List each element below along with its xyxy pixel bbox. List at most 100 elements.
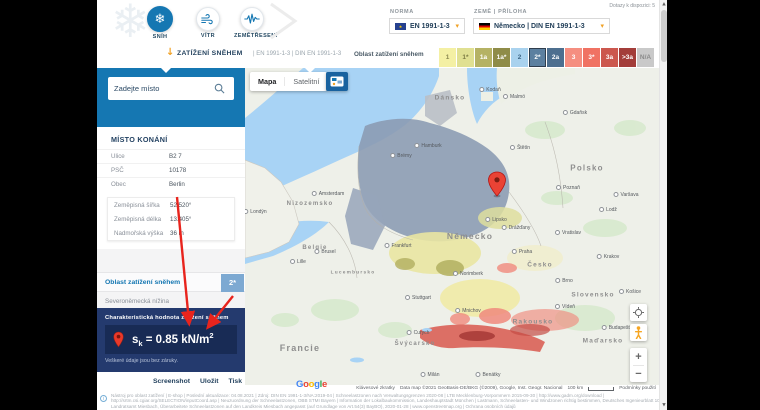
zone-button-2[interactable]: 2 (511, 48, 528, 67)
map-label-city: Štětín (510, 145, 530, 151)
queries-available-text: Dotazy k dispozici: 5 (609, 3, 655, 9)
zone-region-name: Severoněmecká nížina (105, 298, 170, 305)
map-label-city: Curych (407, 330, 430, 336)
info-icon: i (100, 395, 107, 402)
tab-wind[interactable]: VÍTR (193, 7, 223, 39)
divider (633, 364, 644, 366)
tab-snow[interactable]: ❄ SNÍH (145, 6, 175, 40)
map-label-country: Slovensko (571, 291, 615, 299)
formula-symbol: s (132, 333, 139, 346)
field-value: B2 7 (169, 153, 182, 160)
snow-load-bar: ↓ ZATÍŽENÍ SNĚHEM | EN 1991-1-3 | DIN EN… (97, 42, 667, 68)
norm-dropdown[interactable]: ★ EN 1991-1-3 ▾ (389, 18, 465, 34)
zone-button-3s[interactable]: 3* (583, 48, 600, 67)
field-row-latitude: Zeměpisná šířka 52.520° (108, 198, 234, 212)
page-scrollbar[interactable]: ▲ ▼ (659, 0, 667, 410)
field-label: PSČ (111, 167, 124, 174)
zone-button-3a[interactable]: 3a (601, 48, 618, 67)
street-view-pegman-button[interactable] (630, 324, 647, 341)
map-label-city: Amsterdam (312, 191, 345, 197)
zone-button-1s[interactable]: 1* (457, 48, 474, 67)
location-card: MÍSTO KONÁNÍ Ulice B2 7 PSČ 10178 Obec B… (97, 127, 245, 249)
map-canvas[interactable]: Dánsko Polsko Německo Česko Nizozemsko Belgie… (245, 68, 659, 385)
map-type-map-button[interactable]: Mapa (258, 77, 277, 86)
map-label-country: Česko (527, 261, 553, 269)
map-label-city: Drážďany (502, 225, 531, 231)
earthquake-tab-circle[interactable] (240, 7, 264, 31)
map-label-city: Krakov (597, 254, 620, 260)
map-label-city: Milán (421, 372, 440, 378)
terms-link[interactable]: Podmínky použití (619, 386, 656, 391)
snow-load-formula: sk = 0.85 kN/m2 (132, 331, 214, 348)
formula-superscript: 2 (209, 330, 214, 340)
map-label-country: Německo (446, 231, 494, 241)
germany-flag-icon (479, 22, 490, 30)
zone-overlay-toggle-button[interactable] (326, 72, 348, 91)
tab-snow-label: SNÍH (152, 34, 168, 40)
field-row-altitude: Nadmořská výška 36 m (108, 226, 234, 240)
map-label-city: Hamburk (414, 143, 441, 149)
map-label-country: Maďarsko (582, 337, 624, 345)
country-dropdown[interactable]: Německo | DIN EN 1991-1-3 ▾ (473, 18, 610, 34)
map-label-city: Varšava (614, 192, 639, 198)
earthquake-icon (244, 13, 260, 24)
chevron-right-icon (270, 2, 298, 40)
zone-button-na[interactable]: N/A (637, 48, 654, 67)
search-input[interactable] (114, 84, 214, 93)
field-label: Zeměpisná délka (114, 215, 162, 223)
app-window: ❄ SNÍH VÍTR ZEMĚTŘE (97, 0, 667, 410)
wind-tab-circle[interactable] (196, 7, 220, 31)
geo-card: Zeměpisná šířka 52.520° Zeměpisná délka … (107, 197, 235, 241)
map-label-city: Košice (619, 289, 641, 295)
zone-button-2a[interactable]: 2a (547, 48, 564, 67)
map-label-city: Vídeň (555, 304, 575, 310)
map-label-country: Nizozemsko (286, 201, 334, 207)
search-box[interactable] (108, 77, 234, 100)
disclaimer-text: Veškeré údaje jsou bez záruky. (105, 358, 178, 364)
tab-earthquake[interactable]: ZEMĚTŘESENÍ (234, 7, 277, 39)
map-label-country: Lucembursko (330, 270, 376, 276)
map-label-city: Lodž (599, 207, 617, 213)
zone-button-gt3a[interactable]: >3a (619, 48, 636, 67)
map-label-city: Gdaňsk (563, 110, 587, 116)
norm-dropdown-label: NORMA (390, 9, 414, 15)
scrollbar-up-arrow[interactable]: ▲ (662, 2, 666, 7)
scrollbar-down-arrow[interactable]: ▼ (662, 403, 666, 408)
zone-button-1a[interactable]: 1a (475, 48, 492, 67)
map-label-city: Mnichov (455, 308, 481, 314)
zoom-out-button[interactable]: − (635, 367, 642, 380)
zone-row-label: Oblast zatížení sněhem (354, 51, 424, 58)
map-type-control: Mapa Satelitní (250, 72, 328, 91)
field-row-longitude: Zeměpisná délka 13.405° (108, 212, 234, 226)
snowflake-icon: ❄ (154, 11, 166, 27)
map-label-city: Brémy (390, 153, 411, 159)
zone-button-1[interactable]: 1 (439, 48, 456, 67)
eu-flag-icon: ★ (395, 22, 406, 30)
scrollbar-thumb[interactable] (661, 10, 667, 62)
chevron-down-icon: ▾ (455, 22, 459, 30)
compass-target-icon (633, 307, 644, 318)
print-button[interactable]: Tisk (228, 378, 242, 385)
keyboard-shortcuts-link[interactable]: Klávesové zkratky (356, 386, 395, 391)
snow-load-title: ZATÍŽENÍ SNĚHEM (177, 50, 243, 57)
map-label-city: Lipsko (485, 217, 506, 223)
zone-section-heading: Oblast zatížení sněhem (105, 279, 181, 286)
wind-icon (200, 13, 213, 24)
my-location-button[interactable] (630, 304, 647, 321)
zoom-in-button[interactable]: + (635, 350, 642, 363)
save-button[interactable]: Uložit (200, 378, 219, 385)
zone-button-3[interactable]: 3 (565, 48, 582, 67)
field-value: 10178 (169, 167, 187, 174)
snow-tab-circle[interactable]: ❄ (147, 6, 173, 32)
zone-button-2s[interactable]: 2* (529, 48, 546, 67)
zone-section: Oblast zatížení sněhem 2* Severoněmecká … (97, 272, 245, 311)
field-label: Ulice (111, 153, 125, 160)
map-type-satellite-button[interactable]: Satelitní (284, 77, 327, 86)
search-icon[interactable] (214, 83, 225, 94)
zone-button-1as[interactable]: 1a* (493, 48, 510, 67)
fine-print-line: Nástroj pro oblast zatížení | E-shop | P… (111, 393, 605, 398)
formula-value: = 0.85 kN/m (142, 333, 210, 346)
screenshot-button[interactable]: Screenshot (152, 378, 191, 385)
google-logo: Google (296, 379, 327, 390)
scale-label: 100 km (567, 386, 584, 391)
